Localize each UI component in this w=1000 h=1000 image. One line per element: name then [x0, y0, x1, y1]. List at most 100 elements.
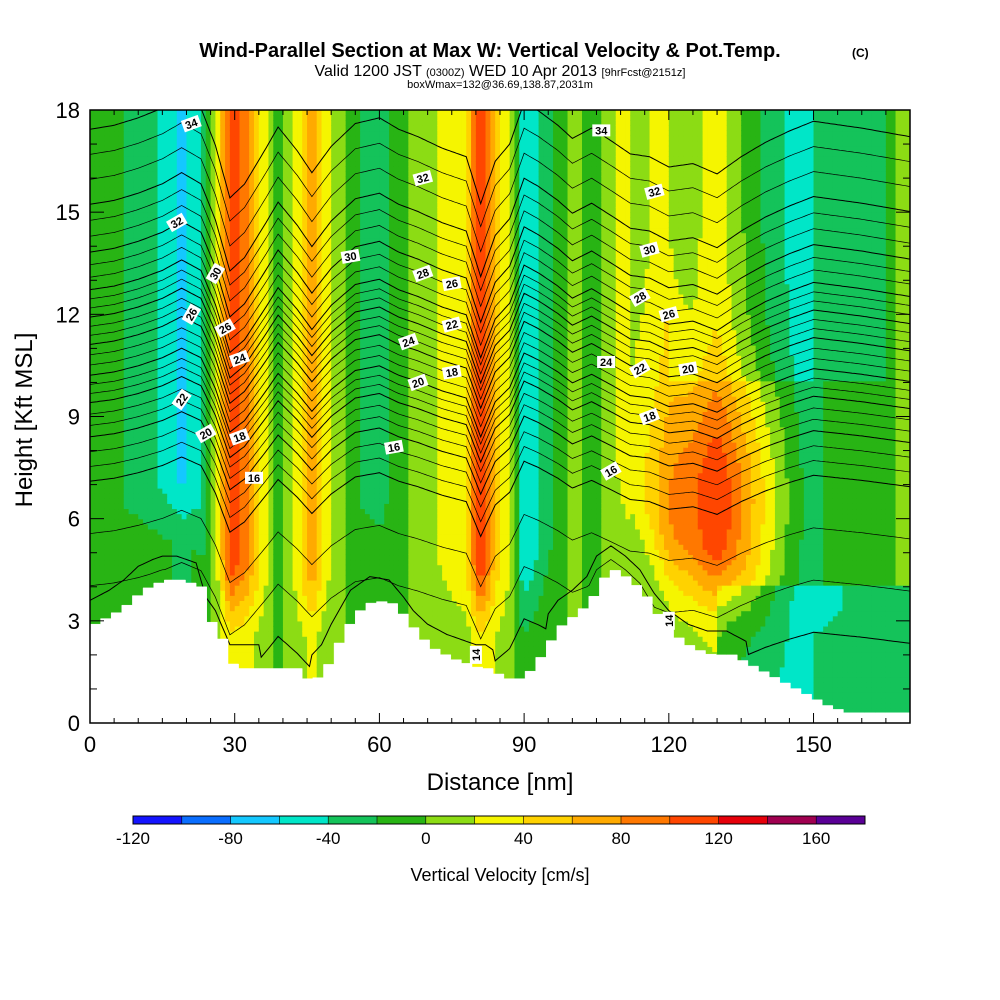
- velocity-cell: [200, 207, 207, 213]
- velocity-cell: [123, 518, 130, 525]
- velocity-cell: [128, 406, 135, 412]
- velocity-cell: [225, 513, 231, 520]
- velocity-cell: [181, 222, 188, 229]
- velocity-cell: [162, 309, 168, 315]
- velocity-cell: [229, 217, 236, 223]
- velocity-cell: [181, 416, 188, 423]
- velocity-cell: [94, 222, 101, 229]
- velocity-cell: [90, 574, 96, 581]
- velocity-cell: [176, 140, 183, 147]
- velocity-cell: [191, 150, 197, 157]
- velocity-cell: [191, 452, 197, 458]
- velocity-cell: [268, 549, 274, 556]
- velocity-cell: [210, 375, 217, 382]
- velocity-cell: [157, 329, 163, 336]
- velocity-cell: [225, 355, 231, 361]
- chart-title: Wind-Parallel Section at Max W: Vertical…: [199, 40, 780, 62]
- velocity-cell: [109, 370, 115, 377]
- velocity-cell: [181, 115, 188, 121]
- velocity-cell: [282, 339, 289, 346]
- velocity-cell: [273, 539, 279, 545]
- velocity-cell: [282, 600, 289, 607]
- velocity-cell: [239, 365, 245, 372]
- velocity-cell: [273, 554, 279, 561]
- velocity-cell: [133, 344, 139, 351]
- velocity-cell: [90, 355, 96, 361]
- velocity-cell: [181, 319, 188, 326]
- velocity-cell: [239, 155, 245, 162]
- velocity-cell: [143, 421, 149, 428]
- velocity-cell: [200, 242, 207, 249]
- velocity-cell: [282, 288, 289, 295]
- velocity-cell: [133, 477, 139, 484]
- velocity-cell: [90, 615, 96, 622]
- velocity-cell: [200, 171, 207, 178]
- velocity-cell: [273, 411, 279, 418]
- velocity-cell: [94, 227, 101, 234]
- velocity-cell: [210, 319, 217, 326]
- velocity-cell: [258, 615, 265, 622]
- velocity-cell: [94, 620, 101, 627]
- velocity-cell: [254, 288, 260, 295]
- velocity-cell: [234, 533, 241, 540]
- velocity-cell: [220, 140, 226, 147]
- velocity-cell: [152, 385, 159, 392]
- velocity-cell: [229, 304, 236, 310]
- velocity-cell: [99, 426, 106, 433]
- velocity-cell: [118, 145, 125, 152]
- velocity-cell: [186, 242, 192, 249]
- velocity-cell: [263, 442, 270, 448]
- velocity-cell: [229, 493, 236, 499]
- velocity-cell: [239, 462, 245, 469]
- velocity-cell: [90, 513, 96, 520]
- velocity-cell: [239, 293, 245, 300]
- velocity-cell: [128, 396, 135, 402]
- velocity-cell: [123, 120, 130, 126]
- velocity-cell: [258, 196, 265, 203]
- velocity-cell: [99, 283, 106, 290]
- velocity-cell: [94, 171, 101, 178]
- velocity-cell: [109, 528, 115, 535]
- velocity-cell: [157, 314, 163, 321]
- velocity-cell: [157, 549, 163, 556]
- velocity-cell: [220, 498, 226, 504]
- velocity-cell: [210, 569, 217, 576]
- velocity-cell: [244, 232, 250, 239]
- velocity-cell: [186, 574, 192, 581]
- velocity-cell: [138, 447, 144, 453]
- velocity-cell: [249, 344, 255, 351]
- velocity-cell: [282, 110, 289, 116]
- velocity-cell: [282, 631, 289, 637]
- velocity-cell: [99, 574, 106, 581]
- velocity-cell: [176, 355, 183, 361]
- velocity-cell: [128, 447, 135, 453]
- velocity-cell: [220, 181, 226, 188]
- velocity-cell: [181, 457, 188, 464]
- velocity-cell: [273, 477, 279, 484]
- velocity-cell: [225, 564, 231, 571]
- velocity-cell: [176, 457, 183, 464]
- velocity-cell: [118, 436, 125, 443]
- velocity-cell: [278, 247, 284, 254]
- velocity-cell: [282, 258, 289, 264]
- velocity-cell: [263, 498, 270, 504]
- velocity-cell: [147, 355, 154, 361]
- velocity-cell: [133, 339, 139, 346]
- velocity-cell: [138, 334, 144, 341]
- velocity-cell: [268, 610, 274, 617]
- velocity-cell: [99, 503, 106, 510]
- velocity-cell: [210, 411, 217, 418]
- velocity-cell: [273, 237, 279, 244]
- velocity-cell: [278, 533, 284, 540]
- velocity-cell: [104, 569, 110, 576]
- velocity-cell: [268, 390, 274, 397]
- velocity-cell: [287, 472, 294, 479]
- velocity-cell: [220, 304, 226, 310]
- velocity-cell: [152, 442, 159, 448]
- velocity-cell: [229, 201, 236, 208]
- velocity-cell: [99, 431, 106, 438]
- velocity-cell: [215, 574, 221, 581]
- velocity-cell: [254, 196, 260, 203]
- velocity-cell: [176, 559, 183, 566]
- velocity-cell: [191, 268, 197, 275]
